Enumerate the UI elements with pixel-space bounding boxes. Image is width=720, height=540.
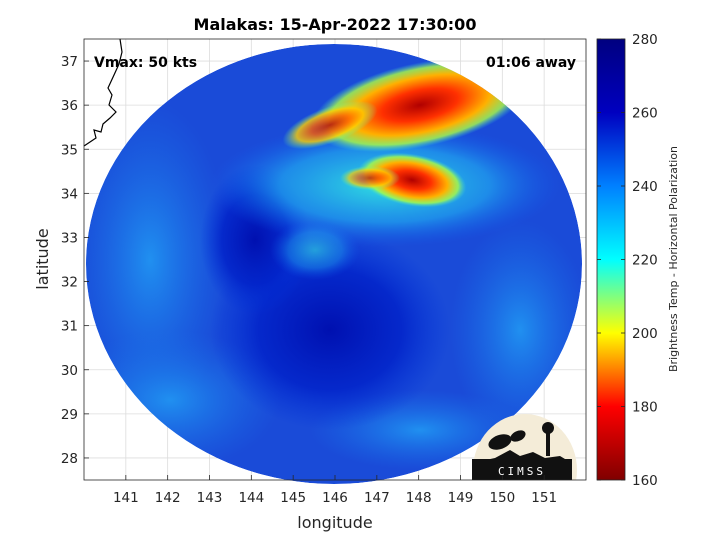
y-tick-label: 30 (61, 363, 78, 379)
y-tick-label: 34 (61, 186, 78, 202)
y-tick-label: 37 (61, 54, 78, 70)
y-tick-label: 35 (61, 142, 78, 158)
colorbar-ticks: 280 260 240 220 200 180 160 (597, 32, 658, 489)
time-away-label: 01:06 away (486, 55, 576, 71)
satellite-dish-icon (488, 434, 512, 450)
satellite-dish-small-icon (510, 430, 526, 442)
eye-cyan-band (270, 220, 360, 280)
map-plot: Vmax: 50 kts 01:06 away CIMSS (83, 38, 587, 484)
x-tick-label: 143 (197, 490, 223, 506)
colorbar-tick-label: 220 (632, 253, 658, 269)
y-tick-label: 29 (61, 407, 78, 423)
colorbar-gradient (596, 38, 626, 481)
colorbar: 280 260 240 220 200 180 160 Brightness Temp - … (596, 32, 680, 489)
colorbar-tick-label: 180 (632, 400, 658, 416)
x-tick-label: 148 (406, 490, 432, 506)
inner-convection (340, 166, 400, 190)
colorbar-tick-label: 280 (632, 32, 658, 48)
y-tick-label: 33 (61, 230, 78, 246)
y-axis-label: latitude (33, 228, 52, 289)
chart-title: Malakas: 15-Apr-2022 17:30:00 (194, 15, 477, 34)
x-tick-label: 151 (531, 490, 557, 506)
central-convection (357, 152, 467, 208)
tower-icon (546, 430, 550, 456)
coastline (83, 38, 123, 147)
y-tick-label: 31 (61, 319, 78, 335)
x-tick-label: 150 (489, 490, 515, 506)
y-axis: 37 36 35 34 33 32 31 30 29 28 (61, 54, 89, 467)
logo-text: CIMSS (498, 465, 546, 478)
y-tick-label: 36 (61, 98, 78, 114)
colorbar-tick-label: 260 (632, 106, 658, 122)
colorbar-tick-label: 240 (632, 179, 658, 195)
y-tick-label: 32 (61, 275, 78, 291)
y-tick-label: 28 (61, 451, 78, 467)
logo-banner (472, 459, 572, 480)
colorbar-tick-label: 160 (632, 473, 658, 489)
colorbar-label: Brightness Temp - Horizontal Polarizatio… (667, 146, 680, 372)
x-tick-label: 146 (322, 490, 348, 506)
x-axis-label: longitude (297, 513, 372, 532)
x-tick-label: 149 (448, 490, 474, 506)
tower-top-icon (542, 422, 554, 434)
x-tick-label: 144 (238, 490, 264, 506)
x-tick-label: 142 (155, 490, 181, 506)
x-tick-label: 145 (280, 490, 306, 506)
colorbar-tick-label: 200 (632, 326, 658, 342)
cimss-logo: CIMSS (472, 414, 577, 480)
x-axis: 141 142 143 144 145 146 147 148 149 150 151 (113, 475, 557, 506)
x-tick-label: 141 (113, 490, 139, 506)
northwest-convection (282, 100, 378, 150)
vmax-label: Vmax: 50 kts (94, 55, 197, 71)
x-tick-label: 147 (364, 490, 390, 506)
